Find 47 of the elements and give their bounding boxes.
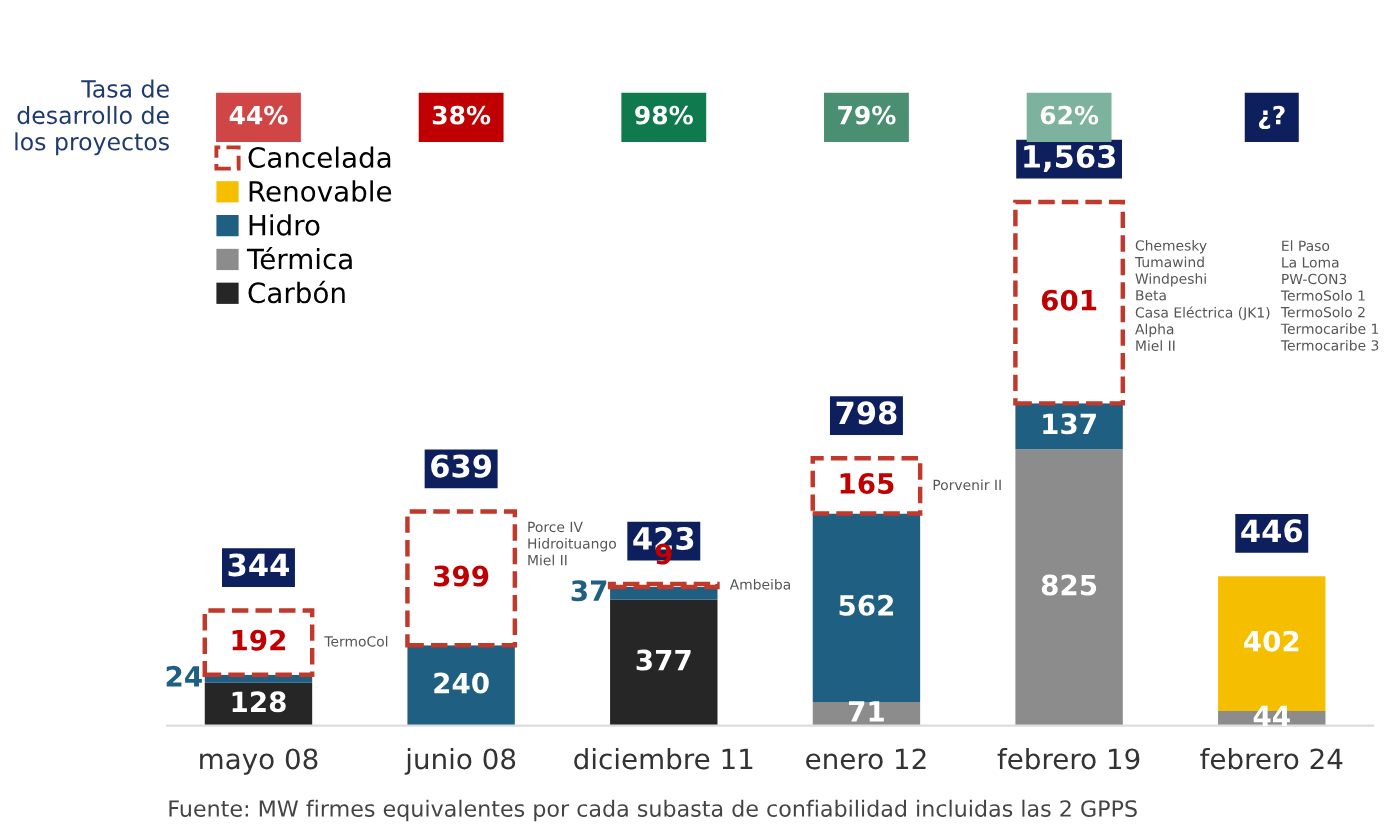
data-label: 377	[636, 649, 691, 671]
total-label: 446	[1241, 519, 1303, 543]
bar	[610, 599, 718, 726]
data-label: 128	[232, 691, 286, 713]
x-tick-label: febrero 24	[1200, 747, 1343, 770]
text: 98%	[635, 105, 693, 125]
data-label: 825	[1041, 574, 1097, 596]
total-label: 344	[228, 553, 289, 577]
total-label: 1,563	[1024, 144, 1115, 172]
bar	[1013, 199, 1126, 406]
bar	[202, 608, 315, 677]
data-label: 192	[232, 629, 286, 651]
total-label: 639	[431, 454, 492, 478]
bar	[1015, 449, 1123, 726]
legend-label: Hidro	[249, 214, 320, 236]
data-label: 399	[434, 565, 489, 587]
total-label: 798	[836, 401, 897, 425]
x-tick-label: mayo 08	[200, 748, 318, 775]
data-label: 137	[1043, 413, 1096, 435]
data-label: 165	[840, 473, 894, 495]
bar	[405, 509, 518, 648]
x-tick-label: junio 08	[404, 747, 516, 775]
legend-label: Carbón	[248, 280, 345, 304]
x-tick-label: febrero 19	[997, 747, 1140, 770]
data-label: 402	[1244, 630, 1299, 652]
source-note: Fuente: MW firmes equivalentes por cada subasta de confiabilidad incluidas las 2 GPPS	[169, 799, 1137, 822]
text: 44%	[229, 105, 288, 125]
bar	[810, 456, 923, 516]
x-tick-label: enero 12	[806, 748, 926, 770]
text: 79%	[838, 105, 896, 125]
legend-label: Cancelada	[248, 146, 391, 169]
data-label: 601	[1041, 289, 1097, 311]
data-label: 37	[571, 580, 607, 602]
bar	[812, 513, 921, 702]
data-label: 24	[166, 665, 202, 687]
data-label: 562	[839, 594, 894, 616]
text: Tasa de desarrollo de los proyectos	[15, 79, 169, 156]
text: 62%	[1040, 105, 1099, 125]
text: ¿?	[1258, 105, 1285, 130]
bar	[407, 645, 515, 726]
legend-label: Renovable	[249, 180, 392, 202]
data-label: 71	[848, 701, 884, 722]
data-label: 240	[434, 672, 489, 694]
text: 38%	[432, 105, 491, 125]
data-label: 44	[1253, 705, 1290, 726]
legend-label: Térmica	[246, 246, 352, 270]
x-tick-label: diciembre 11	[574, 747, 753, 770]
